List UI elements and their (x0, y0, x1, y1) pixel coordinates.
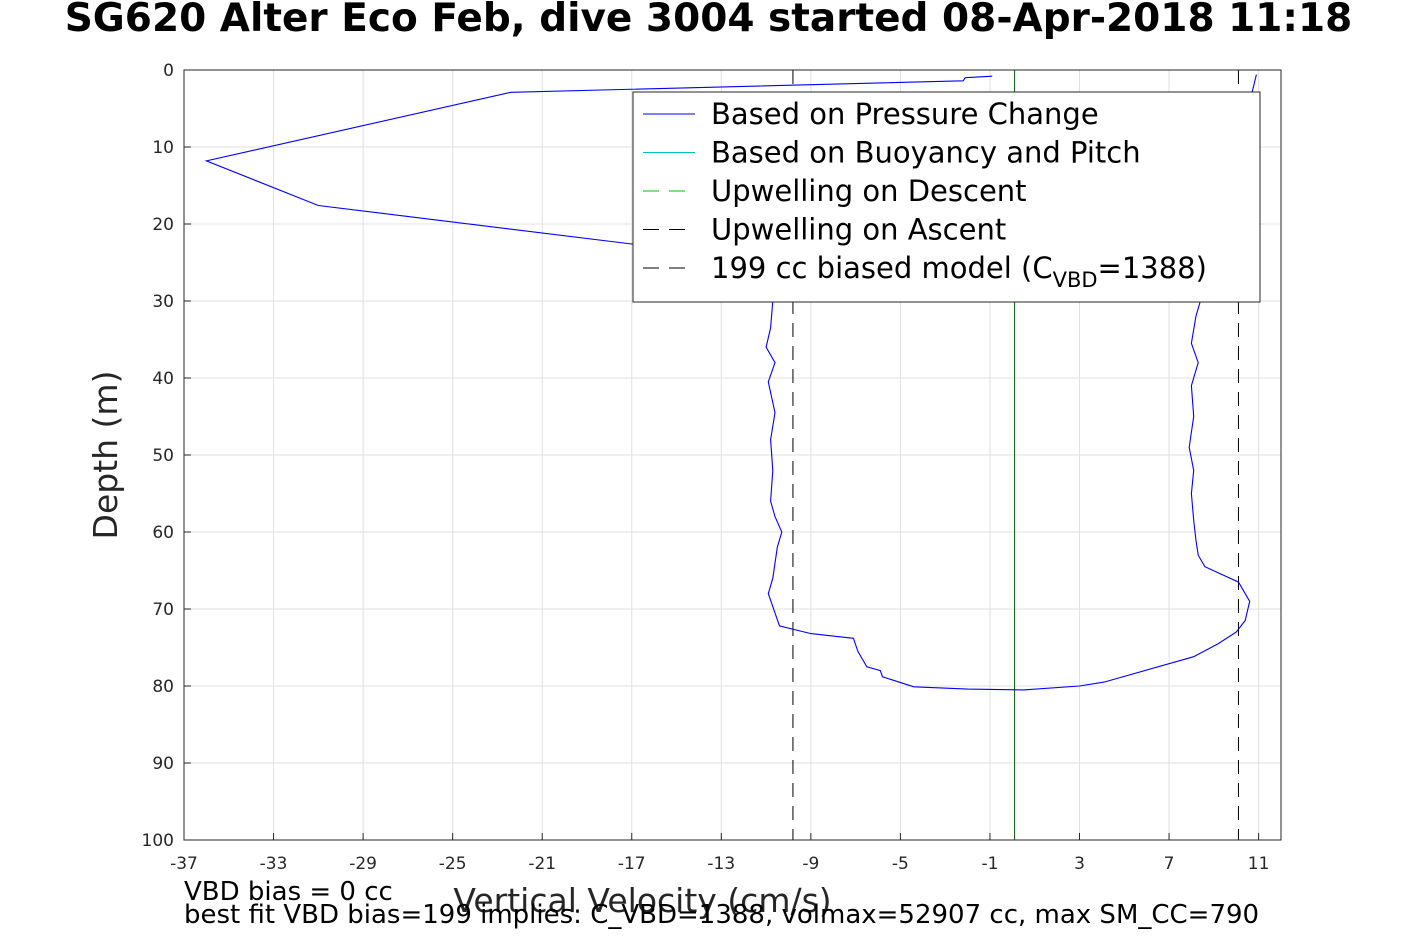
x-tick-label: 3 (1074, 854, 1085, 874)
x-tick-label: -1 (981, 854, 998, 874)
legend-label: Upwelling on Ascent (711, 213, 1006, 247)
x-tick-label: -29 (349, 854, 377, 874)
y-tick-label: 20 (152, 215, 174, 235)
legend-label: Based on Pressure Change (711, 97, 1099, 131)
legend-label: Upwelling on Descent (711, 174, 1027, 208)
x-tick-label: 7 (1164, 854, 1175, 874)
legend-label: Based on Buoyancy and Pitch (711, 136, 1141, 170)
y-tick-label: 0 (163, 61, 174, 81)
y-tick-label: 30 (152, 292, 174, 312)
x-tick-label: -13 (707, 854, 735, 874)
y-tick-label: 40 (152, 369, 174, 389)
x-axis-label: Vertical Velocity (cm/s) (453, 881, 831, 920)
y-tick-label: 50 (152, 446, 174, 466)
y-tick-label: 90 (152, 754, 174, 774)
x-tick-label: -25 (439, 854, 467, 874)
y-tick-label: 10 (152, 138, 174, 158)
x-tick-label: -37 (170, 854, 198, 874)
axis-ticks: -37 -33 -29 -25 -21 -17 -13 -9 -5 -1 3 7 11010203040… (142, 61, 1270, 874)
footnote-vbd-bias: VBD bias = 0 cc (184, 877, 393, 907)
y-tick-label: 80 (152, 677, 174, 697)
y-tick-label: 100 (142, 831, 174, 851)
legend-box (632, 91, 1261, 303)
x-tick-label: -17 (618, 854, 646, 874)
y-tick-label: 60 (152, 523, 174, 543)
x-tick-label: -21 (528, 854, 556, 874)
footnote-best-fit: best fit VBD bias=199 implies: C_VBD=138… (184, 900, 1260, 930)
x-tick-label: -5 (892, 854, 909, 874)
x-tick-label: 11 (1248, 854, 1270, 874)
series-line-pressure-change (204, 74, 1257, 691)
x-tick-label: -9 (802, 854, 819, 874)
y-tick-label: 70 (152, 600, 174, 620)
legend-label: 199 cc biased model (CVBD=1388) (711, 251, 1207, 292)
series-lines (204, 74, 1257, 691)
chart-title: SG620 Alter Eco Feb, dive 3004 started 0… (64, 0, 1353, 41)
y-axis-label: Depth (m) (86, 371, 125, 540)
legend: Based on Pressure Change Based on Buoyanc… (632, 91, 1261, 303)
x-tick-label: -33 (260, 854, 288, 874)
